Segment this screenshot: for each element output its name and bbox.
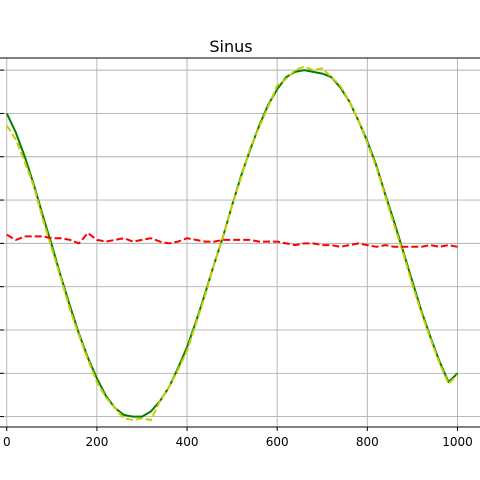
x-tick-label: 800 [356,435,379,449]
x-tick-label: 1000 [442,435,473,449]
x-axis-ticks: 0 200 400 600 800 1000 [3,427,473,449]
series-line-3 [6,232,458,248]
x-tick-label: 0 [3,435,11,449]
series-line-2 [5,65,459,422]
x-tick-label: 200 [85,435,108,449]
chart-title: Sinus [209,37,252,56]
x-tick-label: 400 [176,435,199,449]
axes [0,57,480,428]
grid [0,58,480,427]
series-layer [5,65,459,422]
x-tick-label: 600 [266,435,289,449]
